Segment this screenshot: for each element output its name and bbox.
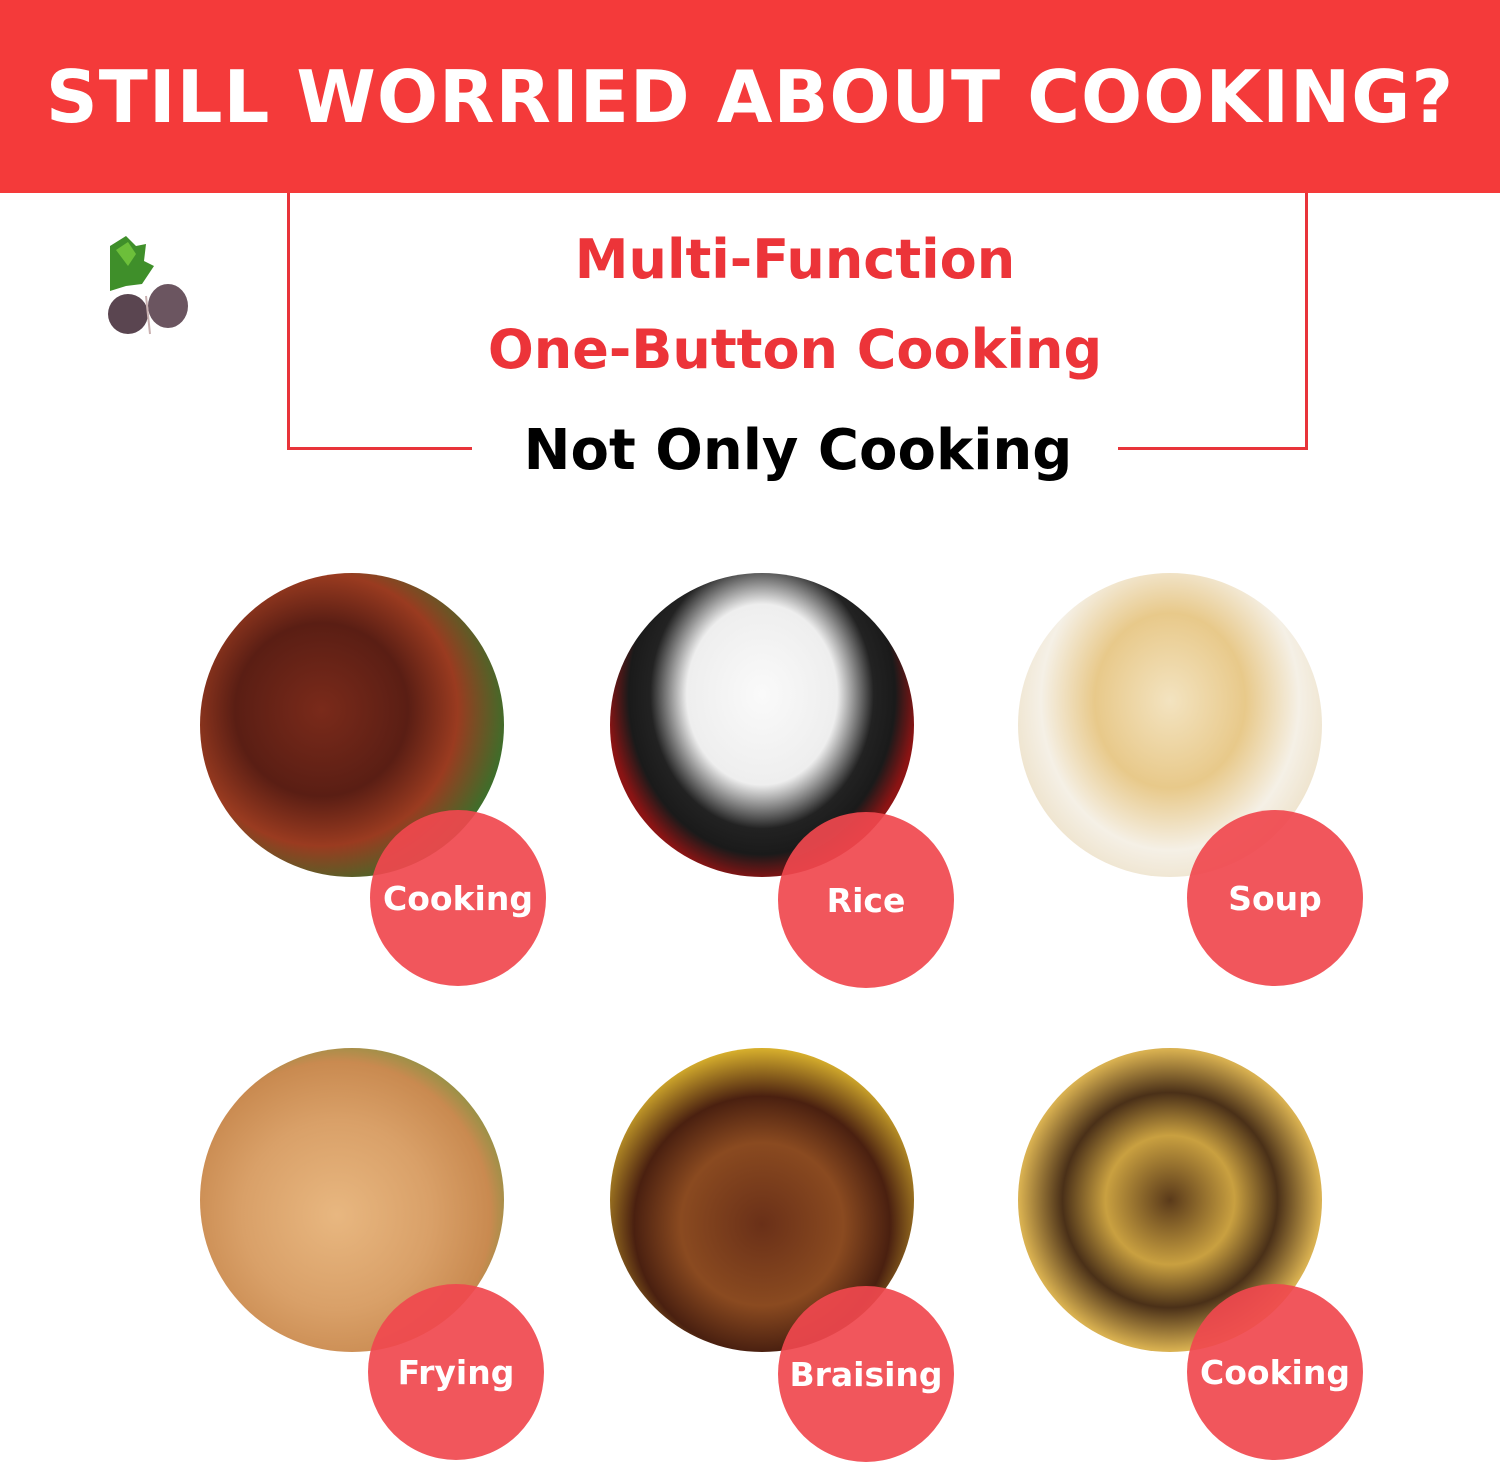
header-banner: STILL WORRIED ABOUT COOKING?	[0, 0, 1500, 193]
function-label-text: Cooking	[383, 878, 533, 918]
function-label-text: Soup	[1228, 878, 1322, 918]
header-title: STILL WORRIED ABOUT COOKING?	[45, 54, 1455, 139]
frame-line-left	[287, 193, 290, 450]
function-label-text: Cooking	[1200, 1352, 1350, 1392]
function-label-soup: Soup	[1187, 810, 1363, 986]
function-label-text: Rice	[826, 880, 906, 920]
function-label-text: Frying	[397, 1352, 515, 1392]
function-label-cooking: Cooking	[370, 810, 546, 986]
function-label-cooking-2: Cooking	[1187, 1284, 1363, 1460]
headline-not-only-cooking: Not Only Cooking	[523, 418, 1073, 483]
headline-one-button: One-Button Cooking	[487, 318, 1103, 381]
frame-line-bottom-left	[287, 447, 472, 450]
function-label-text: Braising	[789, 1354, 943, 1394]
headline-multi-function: Multi-Function	[574, 228, 1016, 291]
function-label-rice: Rice	[778, 812, 954, 988]
function-label-braising: Braising	[778, 1286, 954, 1462]
function-label-frying: Frying	[368, 1284, 544, 1460]
frame-line-right	[1305, 193, 1308, 450]
frame-line-bottom-right	[1118, 447, 1308, 450]
herb-leaf-icon	[108, 236, 188, 335]
